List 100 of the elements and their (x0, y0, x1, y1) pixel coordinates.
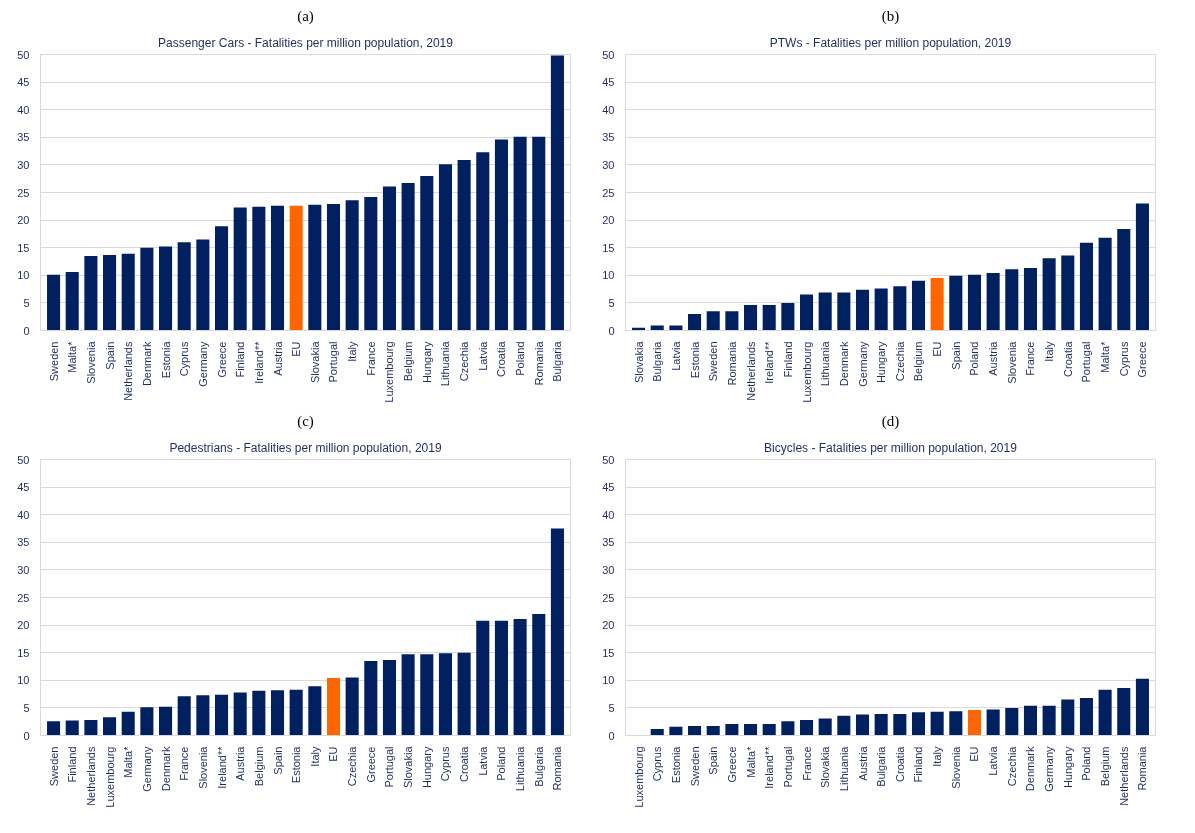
x-tick-label: Estonia (290, 745, 303, 784)
x-tick-label: Bulgaria (651, 340, 664, 382)
x-tick-label: Germany (856, 341, 869, 387)
x-tick-label: Denmark (837, 341, 850, 387)
x-tick-label: Bulgaria (551, 340, 564, 382)
x-tick-label: Malta* (1099, 340, 1112, 373)
x-tick-label: Poland (1080, 746, 1093, 781)
x-tick-label: Poland (495, 746, 508, 781)
y-tick-label: 20 (17, 619, 30, 632)
x-tick-label: Hungary (875, 341, 888, 384)
x-tick-label: Luxembourg (632, 746, 645, 808)
y-tick-label: 10 (602, 269, 615, 282)
x-tick-label: Bulgaria (875, 745, 888, 787)
x-tick-label: Cyprus (1117, 341, 1130, 377)
x-tick-label: Romania (551, 745, 564, 791)
x-tick-label: Spain (949, 341, 962, 370)
x-tick-label: Estonia (159, 340, 172, 379)
y-tick-label: 35 (17, 536, 30, 549)
x-tick-label: Austria (987, 340, 1000, 376)
x-tick-label: Lithuania (819, 340, 832, 387)
y-tick-label: 0 (23, 729, 30, 742)
x-tick-label: Croatia (1061, 340, 1074, 377)
x-tick-label: Cyprus (178, 341, 191, 377)
x-tick-label: Malta* (744, 745, 757, 778)
x-tick-label: Finland (234, 341, 247, 378)
x-tick-label: Spain (707, 746, 720, 775)
x-tick-label: Denmark (159, 746, 172, 792)
y-tick-label: 0 (608, 324, 615, 337)
x-tick-label: EU (968, 746, 981, 762)
x-tick-label: Netherlands (1117, 746, 1130, 806)
y-tick-label: 30 (602, 158, 615, 171)
y-tick-label: 30 (17, 158, 30, 171)
y-tick-label: 35 (602, 536, 615, 549)
x-tick-label: Ireland** (252, 340, 265, 384)
x-tick-label: Spain (103, 341, 116, 370)
x-tick-label: France (364, 341, 377, 376)
y-tick-label: 15 (602, 241, 615, 254)
y-tick-label: 10 (602, 674, 615, 687)
x-tick-label: Greece (1136, 341, 1149, 378)
x-tick-label: France (800, 746, 813, 781)
y-tick-label: 0 (23, 324, 30, 337)
x-tick-label: Portugal (383, 746, 396, 788)
x-tick-label: Ireland** (215, 745, 228, 789)
x-tick-label: Cyprus (439, 746, 452, 782)
x-tick-label: Luxembourg (103, 746, 116, 808)
x-tick-label: Slovenia (949, 745, 962, 789)
y-tick-label: 5 (23, 701, 30, 714)
x-tick-label: Italy (1043, 341, 1056, 362)
y-tick-label: 25 (17, 186, 30, 199)
x-tick-label: Lithuania (514, 745, 527, 792)
x-tick-label: Slovakia (819, 745, 832, 789)
x-tick-label: Slovenia (196, 745, 209, 789)
x-tick-label: Netherlands (122, 341, 135, 401)
x-tick-label: Belgium (402, 341, 415, 382)
x-tick-label: Italy (308, 746, 321, 767)
y-tick-label: 25 (602, 186, 615, 199)
x-tick-label: Germany (1043, 746, 1056, 792)
x-tick-label: Finland (66, 746, 79, 783)
y-tick-label: 40 (17, 103, 30, 116)
x-tick-label: Portugal (327, 341, 340, 383)
y-tick-label: 45 (602, 76, 615, 89)
x-tick-label: Netherlands (84, 746, 97, 806)
chart-title: PTWs - Fatalities per million population, 2019 (769, 35, 1012, 50)
y-tick-label: 30 (17, 563, 30, 576)
y-tick-label: 5 (608, 701, 615, 714)
text: (b) (881, 7, 900, 25)
x-tick-label: Luxembourg (383, 341, 396, 403)
y-tick-label: 35 (17, 131, 30, 144)
x-tick-label: Finland (912, 746, 925, 783)
x-tick-label: Lithuania (439, 340, 452, 387)
text: (d) (881, 412, 900, 430)
chart-title: Pedestrians - Fatalities per million population, 2019 (169, 440, 442, 455)
x-tick-label: Bulgaria (532, 745, 545, 787)
x-tick-label: EU (931, 341, 944, 357)
x-tick-label: Latvia (476, 745, 489, 776)
x-tick-label: Slovenia (1005, 340, 1018, 384)
x-tick-label: Malta* (122, 745, 135, 778)
y-tick-label: 50 (602, 48, 615, 61)
x-tick-label: Cyprus (651, 746, 664, 782)
x-tick-label: Romania (725, 340, 738, 386)
text: (a) (297, 7, 314, 25)
x-tick-label: Lithuania (837, 745, 850, 792)
x-tick-label: Netherlands (744, 341, 757, 401)
y-tick-label: 20 (602, 214, 615, 227)
x-tick-label: Sweden (47, 341, 60, 382)
x-tick-label: Spain (271, 746, 284, 775)
x-tick-label: Slovakia (308, 340, 321, 384)
x-tick-label: Germany (196, 341, 209, 387)
x-tick-label: Estonia (669, 745, 682, 784)
x-tick-label: Latvia (669, 340, 682, 371)
x-tick-label: Portugal (1080, 341, 1093, 383)
x-tick-label: Hungary (420, 746, 433, 789)
x-tick-label: Germany (140, 746, 153, 792)
x-tick-label: Austria (856, 745, 869, 781)
x-tick-label: Greece (364, 746, 377, 783)
x-tick-label: Sweden (688, 746, 701, 787)
x-tick-label: Ireland** (763, 745, 776, 789)
y-tick-label: 30 (602, 563, 615, 576)
x-tick-label: Belgium (912, 341, 925, 382)
x-tick-label: Croatia (495, 340, 508, 377)
